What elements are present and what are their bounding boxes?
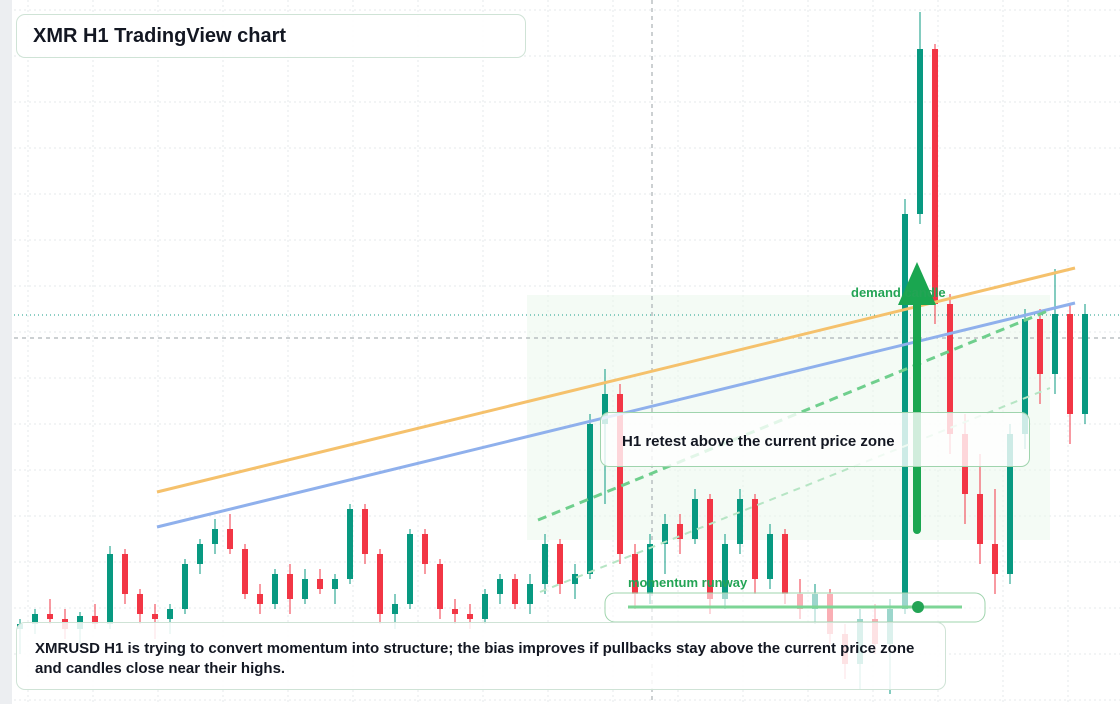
candle-body <box>182 564 188 609</box>
candle-body <box>1052 314 1058 374</box>
left-strip <box>0 0 12 704</box>
candle-body <box>167 609 173 619</box>
candle-body <box>332 579 338 589</box>
candle-body <box>497 579 503 594</box>
candle-body <box>347 509 353 579</box>
candle-body <box>137 594 143 614</box>
candle-body <box>512 579 518 604</box>
candle-body <box>467 614 473 619</box>
candle-body <box>47 614 53 619</box>
candle-body <box>1037 319 1043 374</box>
candle-body <box>557 544 563 584</box>
candle-body <box>302 579 308 599</box>
candle-body <box>1067 314 1073 414</box>
candle-body <box>767 534 773 579</box>
summary-box: XMRUSD H1 is trying to convert momentum … <box>16 622 946 690</box>
candle-body <box>1022 319 1028 434</box>
candle-body <box>677 524 683 539</box>
candle-body <box>392 604 398 614</box>
candle-body <box>1082 314 1088 414</box>
trend-line <box>156 266 1076 494</box>
candle-body <box>617 394 623 554</box>
candle-body <box>152 614 158 619</box>
candle-body <box>782 534 788 594</box>
candle-body <box>32 614 38 624</box>
candle-body <box>422 534 428 564</box>
candle-body <box>452 609 458 614</box>
candle-body <box>902 214 908 609</box>
candle-body <box>752 499 758 579</box>
candle-body <box>1007 434 1013 574</box>
candle-body <box>527 584 533 604</box>
momentum-label: momentum runway <box>628 575 748 590</box>
candle-body <box>362 509 368 554</box>
note-box: H1 retest above the current price zone <box>600 412 1030 467</box>
candle-body <box>92 616 98 624</box>
candle-body <box>197 544 203 564</box>
candle-body <box>947 304 953 434</box>
candle-body <box>482 594 488 619</box>
summary: XMRUSD H1 is trying to convert momentum … <box>35 640 915 677</box>
candle-body <box>227 529 233 549</box>
candle-body <box>692 499 698 539</box>
slider-knob <box>912 601 924 613</box>
candle-body <box>122 554 128 594</box>
candle-body <box>662 524 668 544</box>
candle-body <box>317 579 323 589</box>
candle-body <box>992 544 998 574</box>
title-box: XMR H1 TradingView chart <box>16 14 526 58</box>
candle-body <box>587 424 593 574</box>
candle-body <box>707 499 713 599</box>
demand-label: demand candle <box>851 285 946 300</box>
candle-body <box>212 529 218 544</box>
candle-body <box>407 534 413 604</box>
candle-body <box>242 549 248 594</box>
candle-body <box>737 499 743 544</box>
candle-body <box>437 564 443 609</box>
candle-body <box>632 554 638 594</box>
candle-body <box>272 574 278 604</box>
candle-body <box>647 544 653 594</box>
candle-body <box>722 544 728 599</box>
arrow-head <box>898 262 936 305</box>
chart-title: XMR H1 TradingView chart <box>33 25 287 47</box>
note: H1 retest above the current price zone <box>622 433 895 450</box>
candle-body <box>542 544 548 584</box>
candle-body <box>107 554 113 624</box>
candle-body <box>572 574 578 584</box>
candle-body <box>977 494 983 544</box>
candle-body <box>287 574 293 599</box>
candle-body <box>917 49 923 214</box>
candle-body <box>257 594 263 604</box>
candle-body <box>932 49 938 304</box>
candle-body <box>377 554 383 614</box>
candle-body <box>602 394 608 424</box>
